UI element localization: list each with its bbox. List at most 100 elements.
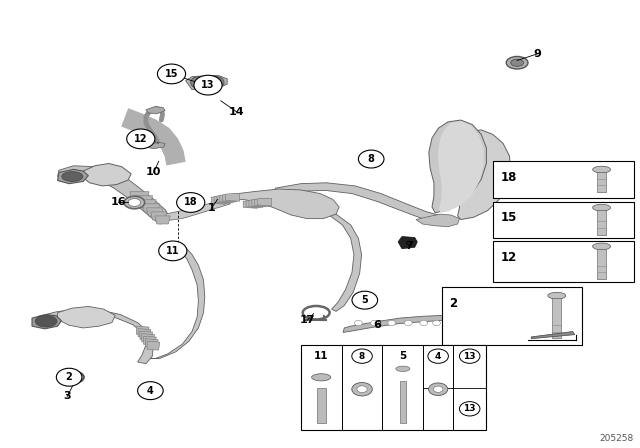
Text: 18: 18 [184,198,198,207]
Ellipse shape [506,56,528,69]
Polygon shape [58,306,115,328]
Ellipse shape [511,59,524,66]
Circle shape [460,402,480,416]
Polygon shape [227,189,339,219]
Ellipse shape [209,77,224,88]
Ellipse shape [191,77,206,88]
Ellipse shape [593,166,611,173]
Text: 18: 18 [500,171,517,184]
Text: 4: 4 [147,386,154,396]
Polygon shape [142,204,160,212]
Polygon shape [146,107,165,114]
Text: 12: 12 [134,134,148,144]
Text: 2: 2 [66,372,72,382]
Text: 9: 9 [534,49,541,59]
Polygon shape [147,208,163,216]
Polygon shape [147,142,165,149]
Polygon shape [429,120,486,213]
Polygon shape [438,121,484,213]
Ellipse shape [62,172,83,181]
Polygon shape [58,169,88,184]
Circle shape [388,320,396,326]
Circle shape [56,368,82,386]
Ellipse shape [357,386,367,392]
Polygon shape [398,237,417,249]
Circle shape [433,320,440,326]
Polygon shape [186,75,227,90]
Text: 15: 15 [164,69,179,79]
Circle shape [404,320,412,326]
Bar [301,345,486,430]
Polygon shape [38,309,154,364]
Polygon shape [258,198,272,206]
Text: 13: 13 [463,352,476,361]
Polygon shape [155,216,170,224]
Ellipse shape [184,198,198,207]
Polygon shape [220,194,234,202]
Ellipse shape [593,243,611,250]
Bar [399,381,406,423]
Polygon shape [255,199,269,207]
Text: 11: 11 [314,351,328,361]
Polygon shape [32,314,61,329]
Bar [597,249,606,279]
Polygon shape [145,339,158,348]
Polygon shape [223,194,237,202]
Ellipse shape [212,80,220,85]
Ellipse shape [433,386,443,392]
Polygon shape [82,164,131,186]
Polygon shape [165,199,230,220]
Circle shape [177,193,205,212]
Ellipse shape [124,196,145,209]
Polygon shape [58,166,170,224]
Circle shape [428,349,449,363]
Text: 1: 1 [207,203,215,213]
Text: 16: 16 [111,198,126,207]
Polygon shape [278,202,362,311]
Polygon shape [453,130,511,220]
Bar [597,172,606,192]
Ellipse shape [548,292,566,299]
Circle shape [194,75,222,95]
Ellipse shape [195,80,202,85]
Polygon shape [151,212,166,220]
Circle shape [138,382,163,400]
Bar [597,210,606,235]
Text: 5: 5 [362,295,368,305]
Circle shape [460,349,480,363]
Ellipse shape [128,198,141,207]
Ellipse shape [187,200,195,205]
Polygon shape [130,192,149,200]
Bar [317,388,326,423]
Text: 6: 6 [374,320,381,330]
Text: 13: 13 [201,80,215,90]
Circle shape [159,241,187,261]
Circle shape [352,349,372,363]
Text: 8: 8 [359,352,365,361]
Polygon shape [143,336,156,345]
Circle shape [355,320,362,326]
Text: 11: 11 [166,246,180,256]
Polygon shape [249,200,263,207]
Circle shape [358,150,384,168]
Text: 2: 2 [449,297,458,310]
Text: 17: 17 [300,315,315,325]
Ellipse shape [352,383,372,396]
Text: 10: 10 [146,168,161,177]
Polygon shape [150,243,205,358]
Ellipse shape [396,366,410,371]
Polygon shape [252,199,266,207]
Text: 15: 15 [500,211,517,224]
Polygon shape [416,214,460,227]
Text: 8: 8 [368,154,374,164]
Text: 12: 12 [500,251,516,264]
Polygon shape [138,200,156,208]
Text: 3: 3 [63,392,71,401]
Polygon shape [243,201,257,208]
Ellipse shape [312,374,331,381]
Polygon shape [147,341,160,350]
Ellipse shape [593,204,611,211]
Ellipse shape [429,383,448,396]
Circle shape [352,291,378,309]
Polygon shape [211,196,225,204]
